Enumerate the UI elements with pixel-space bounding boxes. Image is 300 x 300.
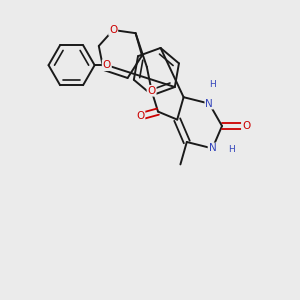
Text: O: O [148, 86, 156, 96]
Text: N: N [205, 99, 213, 109]
Text: N: N [208, 143, 216, 153]
Text: O: O [109, 25, 117, 35]
Text: O: O [242, 121, 250, 131]
Text: H: H [209, 80, 216, 89]
Text: O: O [103, 60, 111, 70]
Text: O: O [136, 111, 145, 122]
Text: H: H [228, 146, 235, 154]
